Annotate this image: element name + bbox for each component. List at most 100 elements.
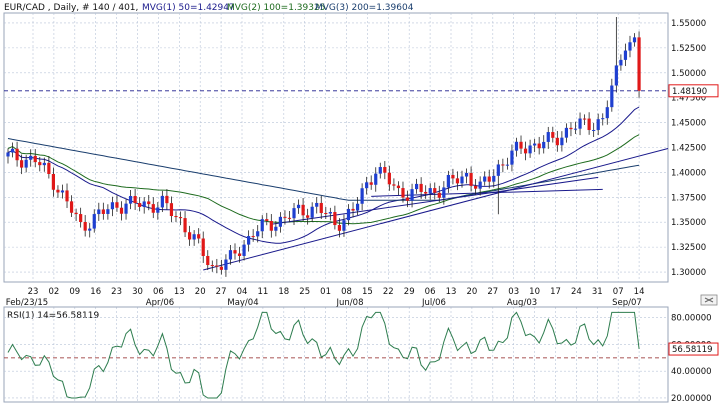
candle-body — [369, 182, 373, 185]
rsi-panel[interactable] — [3, 306, 669, 403]
candle — [496, 159, 500, 215]
x-day-label: 13 — [174, 287, 185, 297]
candle — [365, 176, 369, 195]
x-day-label: 22 — [383, 287, 394, 297]
x-day-label: 02 — [48, 287, 59, 297]
candle-body — [174, 216, 178, 218]
candle-body — [242, 244, 246, 256]
candle — [632, 33, 637, 47]
candle — [296, 199, 301, 214]
candle-body — [156, 207, 160, 213]
candle — [33, 149, 37, 168]
candle-body — [74, 212, 78, 215]
x-day-label: 07 — [613, 287, 624, 297]
scroll-handle[interactable] — [700, 294, 718, 306]
candle-body — [455, 178, 460, 184]
candle-body — [510, 150, 514, 165]
candle — [169, 196, 174, 223]
candle-body — [142, 201, 146, 207]
candle-body — [523, 148, 528, 154]
candle-body — [496, 164, 500, 176]
y-tick-label: 1.55000 — [671, 19, 706, 29]
candle — [124, 199, 128, 220]
x-day-label: 27 — [487, 287, 498, 297]
x-day-label: 24 — [571, 287, 582, 297]
candle-body — [619, 59, 623, 66]
y-tick-label: 1.30000 — [671, 268, 706, 278]
candle-body — [79, 214, 83, 222]
x-day-label: 09 — [69, 287, 80, 297]
candle — [328, 207, 332, 221]
x-day-label: 14 — [634, 287, 645, 297]
candle-body — [101, 209, 105, 214]
candle — [306, 208, 310, 225]
candle-body — [637, 37, 641, 91]
candle-body — [628, 42, 632, 51]
candle — [101, 202, 105, 220]
candle — [342, 214, 346, 237]
candle — [133, 189, 137, 210]
candle — [360, 183, 364, 211]
candle — [315, 197, 319, 214]
x-day-label: 13 — [446, 287, 457, 297]
candle — [505, 157, 509, 170]
x-month-label: Sep/07 — [612, 298, 642, 308]
candle-body — [20, 160, 24, 168]
candle — [492, 169, 496, 188]
candle — [501, 158, 505, 173]
candle — [247, 230, 251, 252]
last-price-box — [668, 84, 719, 98]
candle — [560, 131, 564, 152]
candle-body — [138, 203, 142, 207]
candle-body — [505, 164, 509, 166]
candle — [115, 195, 119, 212]
candle — [446, 170, 450, 193]
y-tick-label: 1.47500 — [671, 94, 706, 104]
x-month-label: May/04 — [227, 298, 258, 308]
candle — [610, 78, 614, 112]
rsi-label: RSI(1) 14=56.58119 — [7, 311, 99, 321]
candle-body — [351, 208, 355, 211]
candle — [251, 229, 255, 242]
candle-body — [578, 118, 582, 129]
candle-body — [233, 250, 237, 254]
x-day-label: 23 — [111, 287, 122, 297]
candle — [510, 144, 514, 172]
candle — [419, 177, 423, 199]
candle-body — [292, 208, 296, 219]
candle — [10, 142, 15, 158]
candle-body — [610, 85, 614, 108]
candle — [278, 212, 282, 233]
rsi-value-label: 56.58119 — [672, 345, 713, 355]
x-month-label: Jun/08 — [336, 298, 364, 308]
candle — [555, 130, 559, 152]
candle — [69, 195, 74, 218]
candle-body — [210, 265, 214, 267]
candle-body — [623, 50, 628, 60]
candle — [564, 123, 569, 143]
candle-body — [301, 204, 305, 216]
candle — [392, 178, 396, 191]
candle-body — [378, 167, 382, 174]
candle — [369, 175, 373, 190]
candle — [224, 254, 228, 277]
candle — [428, 183, 432, 200]
candle-body — [188, 232, 192, 240]
candle — [206, 250, 210, 271]
candle-body — [551, 132, 555, 138]
candle — [301, 197, 305, 221]
candle — [469, 166, 473, 192]
candle — [160, 190, 164, 213]
candle — [410, 183, 414, 208]
candle — [283, 210, 287, 225]
candle-body — [92, 214, 96, 229]
candle-body — [387, 172, 391, 185]
support-trendline — [203, 148, 669, 271]
candle-body — [178, 217, 183, 219]
candle-body — [464, 173, 469, 177]
candle-body — [573, 128, 578, 130]
candle — [119, 201, 124, 221]
candle — [138, 197, 142, 212]
candle — [319, 195, 323, 219]
